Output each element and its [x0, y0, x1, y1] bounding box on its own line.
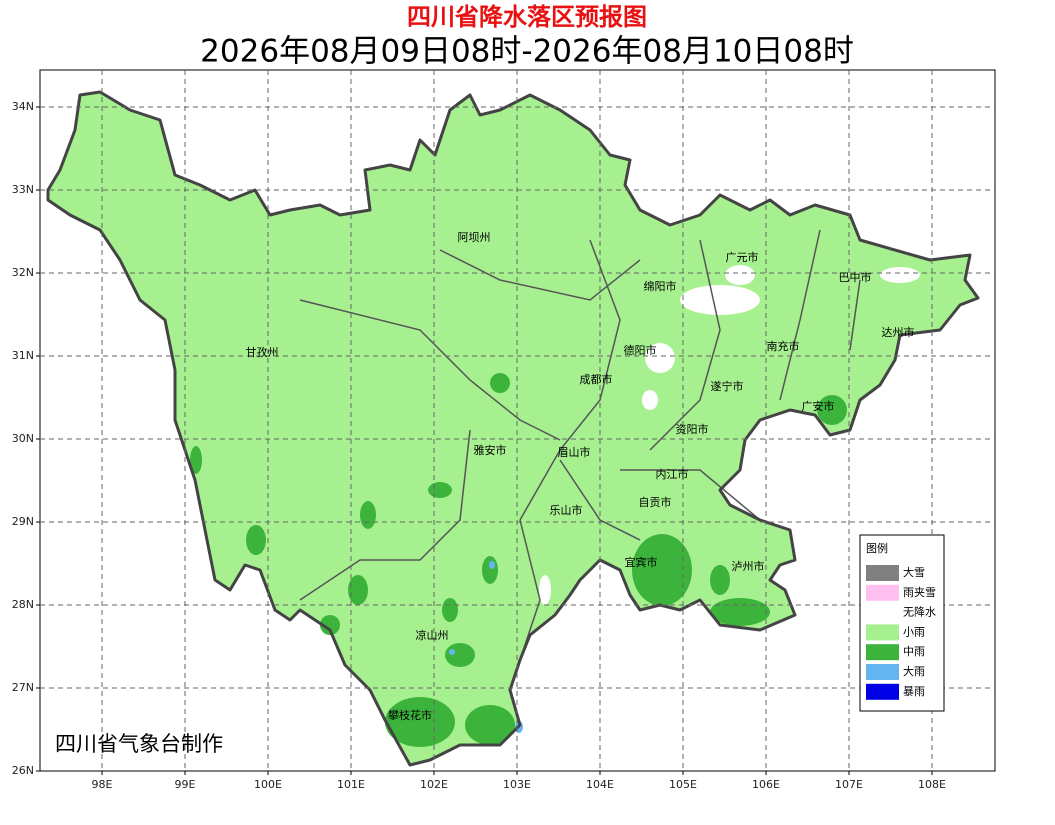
- city-label: 自贡市: [639, 495, 672, 509]
- moderate-rain-area: [482, 556, 498, 584]
- boundary-line: [620, 469, 761, 521]
- moderate-rain-area: [710, 565, 730, 595]
- no-rain-area: [642, 390, 658, 410]
- moderate-rain-area: [246, 525, 266, 555]
- moderate-rain-area: [442, 598, 458, 622]
- boundary-line: [299, 429, 471, 601]
- no-rain-area: [680, 285, 760, 315]
- city-label: 遂宁市: [711, 379, 744, 393]
- city-label: 绵阳市: [644, 279, 677, 293]
- moderate-rain-area: [490, 373, 510, 393]
- legend-label: 雨夹雪: [903, 586, 936, 599]
- legend-swatch: [866, 683, 899, 700]
- lat-tick-label: 30N: [12, 432, 34, 445]
- lat-tick-label: 27N: [12, 681, 34, 694]
- moderate-rain-area: [385, 697, 455, 747]
- lon-tick-label: 107E: [835, 778, 863, 791]
- moderate-rain-area: [428, 482, 452, 498]
- heavy-rain-area: [449, 649, 455, 655]
- no-rain-area: [539, 575, 551, 605]
- legend-box: [859, 534, 945, 712]
- credit: 四川省气象台制作: [55, 732, 223, 756]
- lon-tick-label: 99E: [175, 778, 196, 791]
- lon-tick-label: 98E: [92, 778, 113, 791]
- no-rain-area: [725, 265, 755, 285]
- city-label: 内江市: [656, 467, 689, 481]
- moderate-rain-area: [190, 446, 202, 474]
- city-label: 攀枝花市: [388, 708, 432, 722]
- lat-tick-label: 29N: [12, 515, 34, 528]
- heavy-rain-area: [489, 561, 495, 569]
- legend-label: 无降水: [903, 605, 936, 619]
- city-label: 雅安市: [474, 443, 507, 457]
- legend-label: 暴雨: [903, 685, 925, 698]
- moderate-rain-area: [632, 534, 692, 606]
- boundary-line: [849, 279, 861, 351]
- lon-tick-label: 103E: [503, 778, 531, 791]
- city-label: 广安市: [802, 399, 835, 413]
- city-label: 泸州市: [732, 559, 765, 573]
- city-label: 德阳市: [624, 343, 657, 357]
- lat-tick-label: 31N: [12, 349, 34, 362]
- moderate-rain-area: [445, 643, 475, 667]
- province-area: [48, 92, 978, 765]
- city-label: 凉山州: [416, 628, 449, 642]
- legend-label: 小雨: [903, 625, 925, 638]
- moderate-rain-area: [465, 705, 515, 745]
- legend-swatch: [866, 584, 899, 601]
- legend-swatch: [866, 664, 899, 680]
- city-label: 巴中市: [839, 270, 872, 284]
- legend-label: 大雪: [903, 565, 925, 579]
- boundary-line: [779, 229, 821, 401]
- lon-tick-label: 108E: [918, 778, 946, 791]
- no-rain-area: [880, 267, 920, 283]
- lon-tick-label: 106E: [752, 778, 780, 791]
- province-outline: [46, 90, 980, 767]
- lat-tick-label: 34N: [12, 100, 34, 113]
- lon-tick-label: 104E: [586, 778, 614, 791]
- lon-tick-label: 101E: [337, 778, 365, 791]
- city-label: 眉山市: [558, 445, 591, 459]
- map-title: 四川省降水落区预报图: [407, 3, 647, 31]
- legend-label: 中雨: [903, 645, 925, 658]
- lon-tick-label: 102E: [420, 778, 448, 791]
- boundary-line: [439, 249, 641, 301]
- moderate-rain-area: [320, 615, 340, 635]
- city-label: 资阳市: [676, 422, 709, 436]
- city-label: 南充市: [767, 339, 800, 353]
- legend-title: 图例: [866, 541, 888, 555]
- city-label: 宜宾市: [625, 555, 658, 569]
- legend-swatch: [866, 565, 899, 581]
- lat-tick-label: 33N: [12, 183, 34, 196]
- legend-swatch: [866, 604, 899, 621]
- city-label: 广元市: [726, 250, 759, 264]
- no-rain-area: [645, 343, 675, 373]
- city-label: 乐山市: [550, 503, 583, 517]
- lon-tick-label: 100E: [254, 778, 282, 791]
- lat-tick-label: 32N: [12, 266, 34, 279]
- moderate-rain-area: [360, 501, 376, 529]
- city-label: 阿坝州: [458, 230, 491, 244]
- city-label: 甘孜州: [246, 345, 279, 359]
- map-subtitle: 2026年08月09日08时-2026年08月10日08时: [200, 34, 854, 70]
- moderate-rain-area: [817, 395, 847, 425]
- city-label: 达州市: [882, 325, 915, 339]
- lat-tick-label: 26N: [12, 764, 34, 777]
- legend-swatch: [866, 644, 899, 661]
- moderate-rain-area: [348, 575, 368, 605]
- lat-tick-label: 28N: [12, 598, 34, 611]
- city-label: 成都市: [580, 372, 613, 386]
- boundary-line: [519, 239, 621, 521]
- legend-swatch: [866, 624, 899, 641]
- boundary-line: [649, 239, 721, 451]
- legend-label: 大雨: [903, 664, 925, 678]
- boundary-line: [299, 299, 561, 441]
- lon-tick-label: 105E: [669, 778, 697, 791]
